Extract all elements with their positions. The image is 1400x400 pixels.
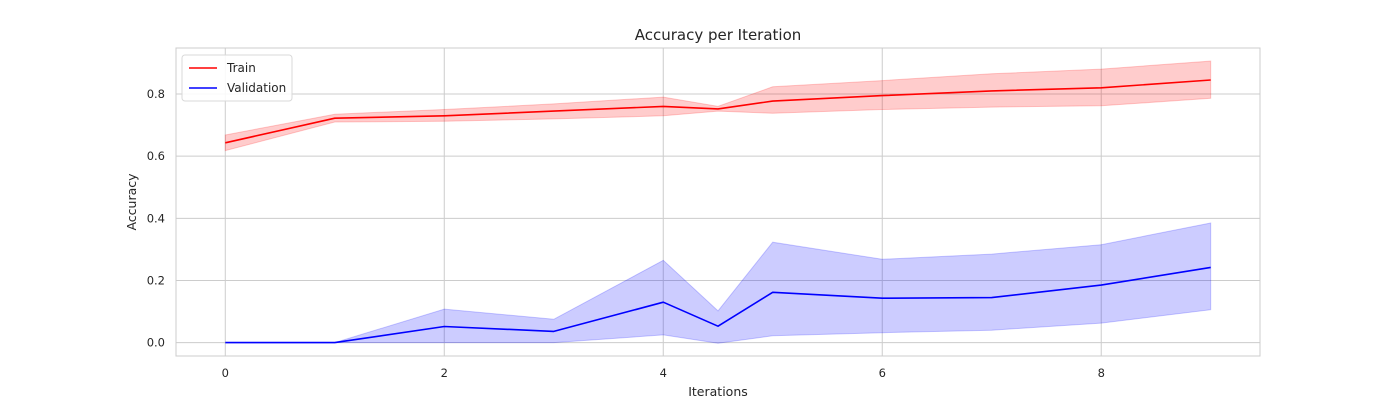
validation-confidence-band (225, 222, 1212, 344)
tick-labels: 0 2 4 6 8 0.0 0.2 0.4 0.6 0.8 (147, 87, 1105, 380)
x-tick-label: 4 (660, 366, 667, 380)
plot-frame (175, 47, 1261, 357)
x-tick-label: 6 (879, 366, 886, 380)
chart-title: Accuracy per Iteration (635, 26, 802, 44)
train-confidence-band (224, 60, 1212, 152)
legend-box (181, 54, 293, 102)
legend-label-validation: Validation (227, 81, 286, 95)
legend: Train Validation (181, 54, 293, 102)
validation-series-line (225, 266, 1211, 344)
x-tick-label: 0 (222, 366, 229, 380)
train-series-line (225, 79, 1211, 144)
legend-label-train: Train (226, 61, 256, 75)
y-tick-label: 0.4 (147, 211, 165, 225)
series-lines (225, 79, 1211, 344)
x-tick-label: 2 (441, 366, 448, 380)
y-tick-label: 0.2 (147, 273, 165, 287)
x-axis-label: Iterations (688, 384, 748, 399)
y-tick-label: 0.0 (147, 336, 165, 350)
y-tick-label: 0.6 (147, 149, 165, 163)
confidence-bands (224, 60, 1212, 344)
y-axis-label: Accuracy (124, 173, 139, 231)
y-tick-label: 0.8 (147, 87, 165, 101)
x-tick-label: 8 (1098, 366, 1105, 380)
grid (176, 48, 1260, 356)
